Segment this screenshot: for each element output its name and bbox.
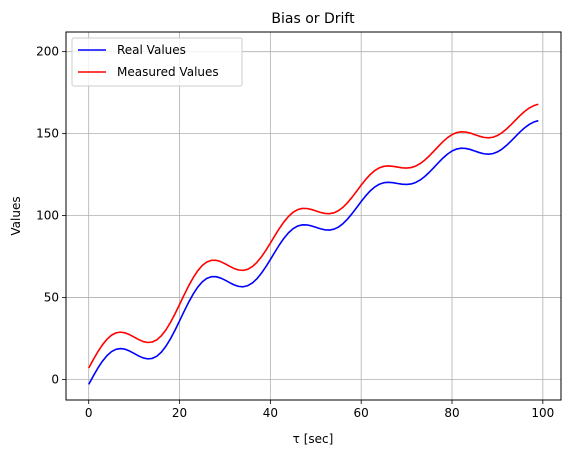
x-tick-label: 40 xyxy=(263,406,278,420)
y-tick-label: 200 xyxy=(36,45,59,59)
x-tick-label: 60 xyxy=(354,406,369,420)
legend-label-real: Real Values xyxy=(117,43,186,57)
x-tick-label: 80 xyxy=(444,406,459,420)
y-tick-label: 100 xyxy=(36,209,59,223)
x-axis-label: τ [sec] xyxy=(293,432,334,446)
chart-title: Bias or Drift xyxy=(271,11,355,27)
series-line-0 xyxy=(89,121,539,385)
grid xyxy=(66,32,561,400)
x-tick-label: 20 xyxy=(172,406,187,420)
series-lines xyxy=(89,104,539,384)
x-tick-label: 0 xyxy=(85,406,93,420)
plot-frame xyxy=(66,32,561,400)
legend: Real Values Measured Values xyxy=(72,38,242,86)
y-tick-label: 50 xyxy=(44,291,59,305)
legend-label-measured: Measured Values xyxy=(117,65,219,79)
y-axis: 0 50 100 150 200 xyxy=(36,45,66,387)
x-tick-label: 100 xyxy=(531,406,554,420)
y-axis-label: Values xyxy=(9,196,23,235)
y-tick-label: 0 xyxy=(51,373,59,387)
y-tick-label: 150 xyxy=(36,127,59,141)
x-axis: 0 20 40 60 80 100 xyxy=(85,400,554,420)
series-line-1 xyxy=(89,104,539,368)
